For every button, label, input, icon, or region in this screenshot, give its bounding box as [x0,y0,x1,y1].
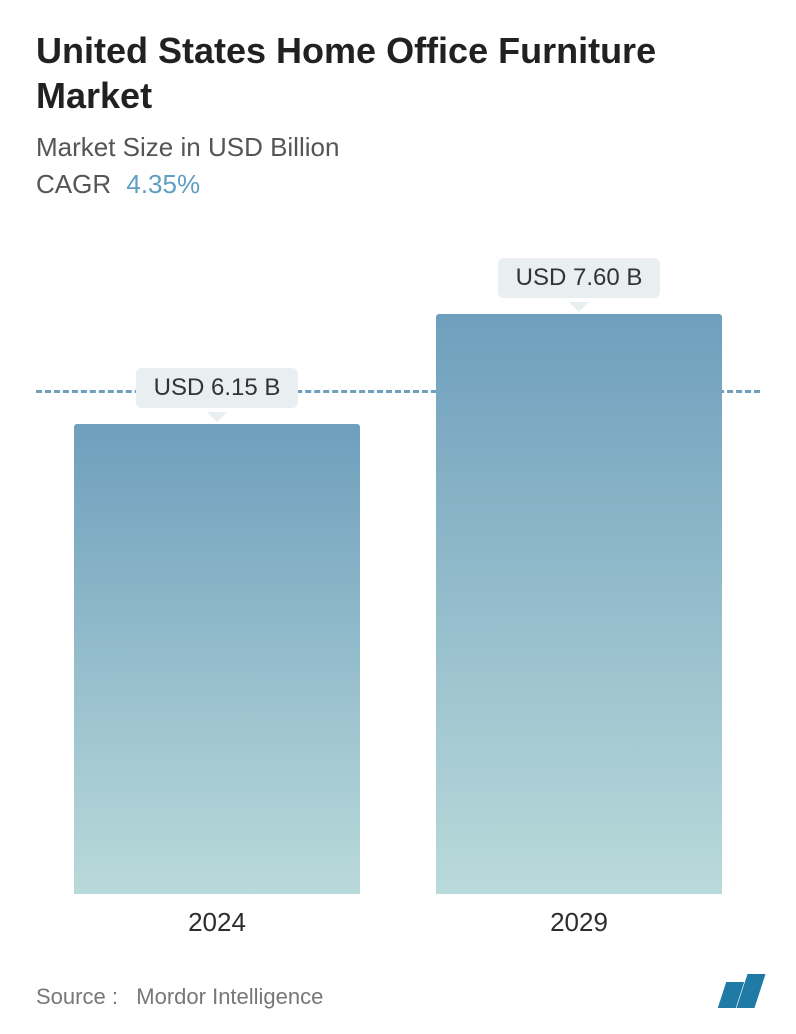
x-label-1: 2029 [416,907,742,938]
logo-bar-b [736,974,765,1008]
bar-pointer-1 [569,302,589,312]
bar-group-0: USD 6.15 B [54,368,380,894]
source-label: Source : [36,984,118,1009]
chart-container: United States Home Office Furniture Mark… [0,0,796,1034]
chart-subtitle: Market Size in USD Billion [36,132,760,163]
chart-area: USD 6.15 B USD 7.60 B 2024 2029 [36,260,760,1034]
bar-group-1: USD 7.60 B [416,258,742,894]
bar-value-label-1: USD 7.60 B [498,258,661,298]
bar-0 [74,424,361,894]
cagr-line: CAGR 4.35% [36,169,760,200]
bar-pointer-0 [207,412,227,422]
bar-value-label-0: USD 6.15 B [136,368,299,408]
chart-title: United States Home Office Furniture Mark… [36,28,760,118]
source-value: Mordor Intelligence [136,984,323,1009]
bars-row: USD 6.15 B USD 7.60 B [36,294,760,894]
brand-logo-icon [722,974,760,1010]
x-label-0: 2024 [54,907,380,938]
footer: Source : Mordor Intelligence [36,974,760,1010]
cagr-label: CAGR [36,169,111,199]
x-axis-labels: 2024 2029 [36,907,760,938]
cagr-value: 4.35% [126,169,200,199]
bar-1 [436,314,723,894]
source-line: Source : Mordor Intelligence [36,984,323,1010]
